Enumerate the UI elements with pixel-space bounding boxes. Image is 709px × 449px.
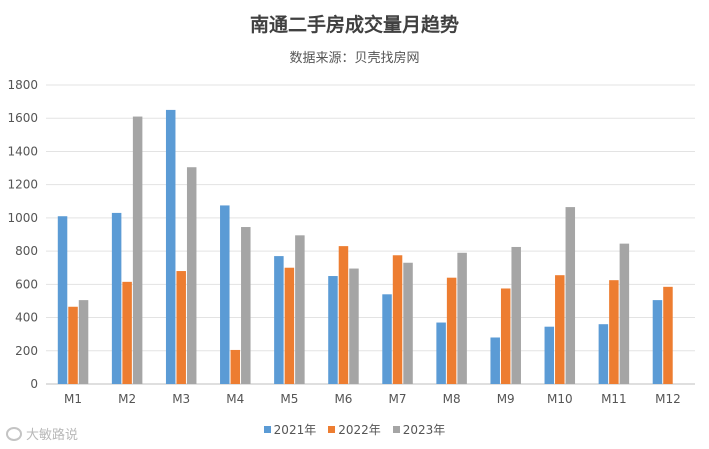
- x-axis-categories: M1 M2 M3 M4 M5 M6 M7 M8 M9 M10 M11 M12: [64, 392, 681, 406]
- x-category-label: M4: [226, 392, 244, 406]
- bar-2021年-M2: [111, 212, 122, 384]
- x-category-label: M12: [655, 392, 681, 406]
- bar-2021年-M4: [220, 205, 230, 384]
- legend: 2021年 2022年 2023年: [0, 421, 709, 438]
- bar-2022年-M3: [176, 271, 186, 384]
- bar-2022年-M5: [284, 267, 295, 384]
- bar-2023年-M3: [186, 167, 197, 384]
- bar-2023年-M8: [457, 252, 467, 384]
- y-tick-label: 0: [30, 377, 38, 391]
- legend-item-2023: 2023年: [392, 421, 446, 438]
- y-tick-label: 1800: [7, 78, 38, 92]
- bar-2022年-M2: [122, 281, 132, 384]
- bar-2023年-M11: [619, 243, 630, 384]
- x-category-label: M9: [497, 392, 515, 406]
- watermark-text: 大敏路说: [26, 428, 79, 443]
- bar-2022年-M10: [555, 275, 565, 384]
- legend-swatch-2022: [328, 426, 336, 433]
- legend-label-2021: 2021年: [273, 423, 317, 437]
- y-tick-label: 1000: [7, 211, 38, 225]
- bar-2023年-M7: [403, 262, 413, 384]
- bar-2022年-M1: [68, 306, 78, 384]
- y-tick-label: 1600: [7, 111, 38, 125]
- y-tick-label: 1200: [7, 178, 38, 192]
- watermark: 大敏路说: [6, 424, 78, 443]
- x-category-label: M7: [389, 392, 407, 406]
- x-category-label: M10: [547, 392, 573, 406]
- bar-2023年-M2: [132, 116, 143, 385]
- bar-2021年-M8: [436, 322, 446, 384]
- quote-icon: [6, 426, 22, 441]
- bar-2021年-M11: [598, 324, 609, 384]
- y-tick-label: 400: [15, 311, 38, 325]
- bar-2021年-M6: [328, 276, 338, 384]
- chart-title: 南通二手房成交量月趋势: [249, 14, 459, 36]
- x-category-label: M8: [443, 392, 461, 406]
- bar-2021年-M9: [490, 337, 500, 384]
- bar-2021年-M10: [544, 326, 555, 384]
- y-axis-ticks: 0 200 400 600 800 1000 1200 1400 1600 1800: [7, 78, 38, 391]
- x-category-label: M2: [118, 392, 136, 406]
- bar-2022年-M6: [338, 246, 349, 384]
- bar-2022年-M7: [392, 255, 403, 384]
- bar-2021年-M7: [382, 294, 392, 384]
- x-category-label: M1: [64, 392, 82, 406]
- legend-label-2023: 2023年: [402, 423, 446, 437]
- bar-2023年-M9: [511, 246, 521, 384]
- x-category-label: M11: [601, 392, 627, 406]
- legend-label-2022: 2022年: [338, 423, 381, 437]
- bar-2021年-M3: [165, 109, 176, 385]
- x-category-label: M6: [334, 392, 352, 406]
- x-category-label: M3: [172, 392, 190, 406]
- bar-2023年-M10: [565, 207, 576, 384]
- bar-2023年-M6: [349, 268, 359, 384]
- chart-subtitle: 数据来源：贝壳找房网: [289, 51, 420, 66]
- bar-2022年-M4: [230, 349, 241, 384]
- bars: [57, 109, 673, 385]
- legend-swatch-2023: [392, 426, 400, 433]
- bar-2023年-M5: [295, 235, 305, 384]
- legend-item-2021: 2021年: [263, 421, 317, 438]
- bar-2021年-M12: [652, 300, 663, 384]
- y-tick-label: 200: [15, 344, 38, 358]
- bar-2022年-M8: [446, 277, 457, 384]
- x-category-label: M5: [280, 392, 298, 406]
- bar-2021年-M5: [274, 256, 284, 384]
- bar-2021年-M1: [57, 216, 68, 384]
- bar-2022年-M12: [663, 286, 673, 384]
- bar-2022年-M9: [500, 288, 511, 384]
- legend-item-2022: 2022年: [328, 421, 381, 438]
- bar-2022年-M11: [609, 280, 619, 384]
- bar-2023年-M4: [241, 227, 251, 384]
- legend-swatch-2021: [263, 426, 271, 433]
- gridlines: [46, 84, 695, 385]
- y-tick-label: 1400: [7, 144, 38, 158]
- bar-2023年-M1: [78, 300, 89, 384]
- y-tick-label: 800: [15, 244, 38, 258]
- y-tick-label: 600: [15, 277, 38, 291]
